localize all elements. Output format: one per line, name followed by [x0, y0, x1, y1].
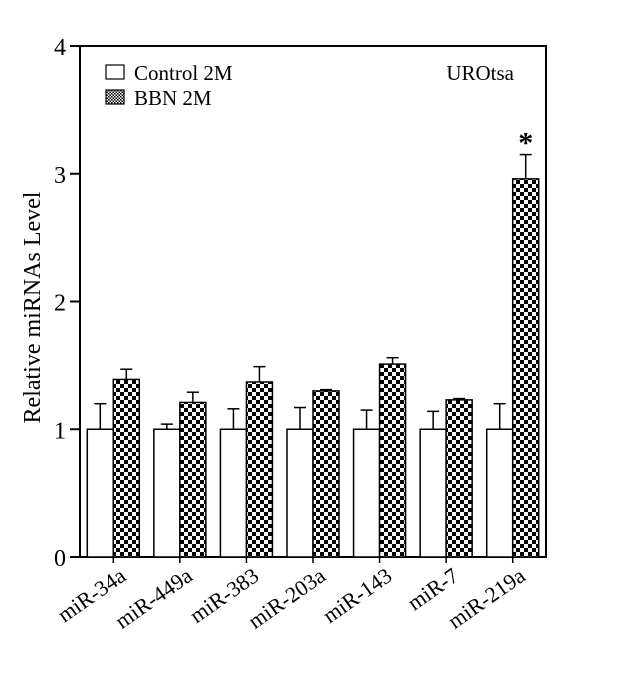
bar-bbn-miR-203a [312, 390, 340, 558]
x-tick-label-miR-203a: miR-203a [243, 562, 330, 633]
bar-bbn-miR-449a [179, 401, 207, 558]
y-tick-label-3: 3 [54, 163, 66, 189]
cell-line-annotation: UROtsa [446, 61, 514, 85]
bar-bbn-miR-219a [511, 178, 540, 558]
bar-control-miR-7 [419, 428, 447, 558]
y-tick-label-0: 0 [54, 546, 66, 572]
bar-control-miR-203a [286, 428, 314, 558]
y-tick-label-1: 1 [54, 418, 66, 444]
bar-bbn-miR-7 [445, 399, 473, 558]
bar-control-miR-34a [86, 428, 115, 558]
significance-star: * [518, 127, 533, 160]
bar-control-miR-449a [153, 428, 181, 558]
legend-label-control: Control 2M [134, 61, 233, 85]
bar-control-miR-219a [485, 428, 514, 558]
bar-control-miR-143 [352, 428, 381, 558]
legend-swatch-control [105, 64, 125, 80]
x-tick-label-miR-143: miR-143 [318, 563, 396, 628]
bar-bbn-miR-143 [378, 363, 407, 558]
bar-bbn-miR-34a [112, 378, 141, 558]
y-axis-label: Relative miRNAs Level [20, 191, 46, 423]
legend-swatch-bbn [105, 89, 125, 105]
y-tick-label-4: 4 [54, 35, 66, 61]
legend-label-bbn: BBN 2M [134, 86, 212, 110]
bar-control-miR-383 [219, 428, 248, 558]
bar-bbn-miR-383 [245, 381, 274, 558]
x-tick-label-miR-219a: miR-219a [443, 562, 530, 633]
y-tick-label-2: 2 [54, 291, 66, 317]
x-tick-label-miR-449a: miR-449a [110, 562, 197, 633]
